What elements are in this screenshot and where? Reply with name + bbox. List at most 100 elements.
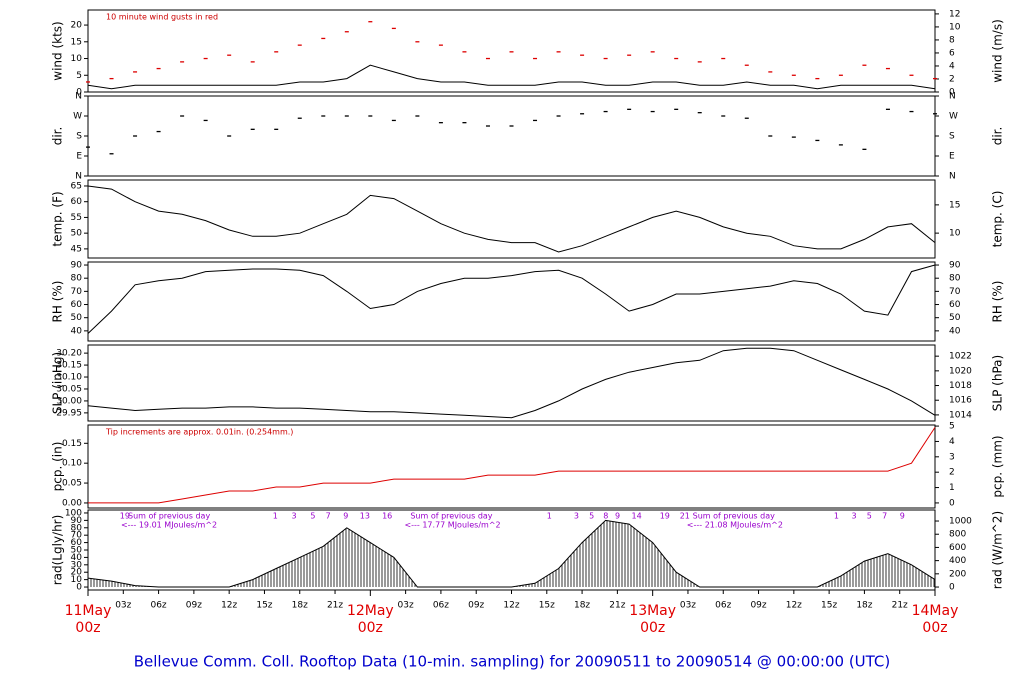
data-line [87, 264, 936, 334]
panel-note: 3 [851, 512, 856, 521]
y-tick-label: 30.15 [56, 361, 82, 371]
x-tick-label: 06z [433, 601, 449, 611]
x-tick-label: 06z [150, 601, 166, 611]
y-tick-label: 20 [71, 568, 83, 578]
y2-tick-label: 10 [949, 229, 961, 239]
y2-tick-label: E [949, 152, 955, 162]
panel-note: 1 [547, 512, 552, 521]
y2-tick-label: 600 [949, 543, 966, 553]
panel-note: 10 minute wind gusts in red [106, 13, 218, 22]
y2-axis-label: rad (W/m^2) [991, 511, 1005, 589]
panel-note: 1 [273, 512, 278, 521]
x-tick-label: 09z [468, 601, 484, 611]
panel-note: 9 [615, 512, 620, 521]
date-label: 11May [65, 603, 112, 619]
x-tick-label: 03z [680, 601, 696, 611]
y-tick-label: 60 [71, 197, 83, 207]
y-tick-label: 60 [71, 538, 83, 548]
y-tick-label: 0.05 [62, 479, 82, 489]
panel-note: Tip increments are approx. 0.01in. (0.25… [105, 428, 293, 437]
y-tick-label: 80 [71, 523, 83, 533]
y2-tick-label: 15 [949, 200, 960, 210]
radiation-area [88, 520, 935, 588]
y2-axis-label: dir. [991, 127, 1005, 146]
date-time-label: 00z [640, 620, 665, 636]
y2-axis-label: RH (%) [991, 281, 1005, 323]
y-tick-label: 0 [76, 583, 82, 593]
panel-note: 21 [680, 512, 690, 521]
y2-tick-label: 70 [949, 287, 961, 297]
y-tick-label: 90 [71, 261, 83, 271]
y2-axis-label: pcp. (mm) [991, 435, 1005, 497]
date-time-label: 00z [75, 620, 100, 636]
y2-tick-label: 1020 [949, 366, 972, 376]
y2-tick-label: 40 [949, 326, 961, 336]
x-tick-label: 03z [115, 601, 131, 611]
y-tick-label: 55 [71, 213, 82, 223]
y2-tick-label: 200 [949, 569, 966, 579]
x-tick-label: 15z [539, 601, 555, 611]
panel-note: 3 [574, 512, 579, 521]
y2-tick-label: N [949, 92, 956, 102]
x-tick-label: 12z [221, 601, 237, 611]
y2-tick-label: W [949, 112, 958, 122]
y2-tick-label: 8 [949, 35, 955, 45]
y-tick-label: 10 [71, 575, 83, 585]
x-tick-label: 15z [821, 601, 837, 611]
y2-tick-label: 1000 [949, 517, 972, 527]
y-axis-label: wind (kts) [51, 21, 65, 80]
panel-note: 7 [326, 512, 331, 521]
panel-note: 9 [900, 512, 905, 521]
panel-note: Sum of previous day [410, 512, 492, 521]
x-tick-label: 21z [609, 601, 625, 611]
y2-tick-label: 1 [949, 483, 955, 493]
y-tick-label: 0.00 [62, 498, 82, 508]
x-tick-label: 18z [292, 601, 308, 611]
y-tick-label: 30.10 [56, 373, 82, 383]
y-tick-label: 5 [76, 71, 82, 81]
x-tick-label: 09z [186, 601, 202, 611]
x-tick-label: 18z [574, 601, 590, 611]
y-tick-label: 0.10 [62, 459, 82, 469]
chart-title: Bellevue Comm. Coll. Rooftop Data (10-mi… [134, 653, 891, 671]
y2-tick-label: 0 [949, 88, 955, 98]
y-tick-label: 0.15 [62, 439, 82, 449]
y2-axis-label: wind (m/s) [991, 19, 1005, 83]
panel-frame [87, 424, 936, 509]
panel-note: <--- 17.77 MJoules/m^2 [404, 521, 500, 530]
panel-note: Sum of previous day [693, 512, 775, 521]
panel-note: 1 [834, 512, 839, 521]
y2-tick-label: 1016 [949, 396, 972, 406]
panel-note: 3 [292, 512, 297, 521]
y-tick-label: 30.20 [56, 349, 82, 359]
y2-tick-label: 12 [949, 9, 960, 19]
y-axis-label: SLP (inHg) [51, 352, 65, 414]
y-tick-label: 29.95 [56, 408, 82, 418]
panel-note: 8 [603, 512, 608, 521]
data-line [88, 427, 936, 504]
y2-tick-label: 0 [949, 583, 955, 593]
y-axis-label: dir. [51, 127, 65, 146]
y-tick-label: 70 [71, 287, 83, 297]
panel-note: Sum of previous day [128, 512, 210, 521]
y2-tick-label: 60 [949, 300, 961, 310]
date-label: 13May [629, 603, 676, 619]
y2-tick-label: 2 [949, 74, 955, 84]
panel-note: 5 [589, 512, 594, 521]
x-tick-label: 06z [715, 601, 731, 611]
y-tick-label: 70 [71, 531, 83, 541]
x-tick-label: 21z [327, 601, 343, 611]
panel-note: <--- 21.08 MJoules/m^2 [687, 521, 783, 530]
date-time-label: 00z [922, 620, 947, 636]
panel-note: <--- 19.01 MJoules/m^2 [121, 521, 217, 530]
panel-frame [87, 344, 936, 422]
y-tick-label: 90 [71, 516, 83, 526]
y-tick-label: 40 [71, 553, 83, 563]
y2-tick-label: 6 [949, 48, 955, 58]
y2-tick-label: 1018 [949, 381, 972, 391]
data-line [87, 185, 936, 253]
y2-tick-label: 50 [949, 313, 961, 323]
panel-note: 5 [867, 512, 872, 521]
x-tick-label: 18z [856, 601, 872, 611]
y-tick-label: 10 [71, 54, 83, 64]
